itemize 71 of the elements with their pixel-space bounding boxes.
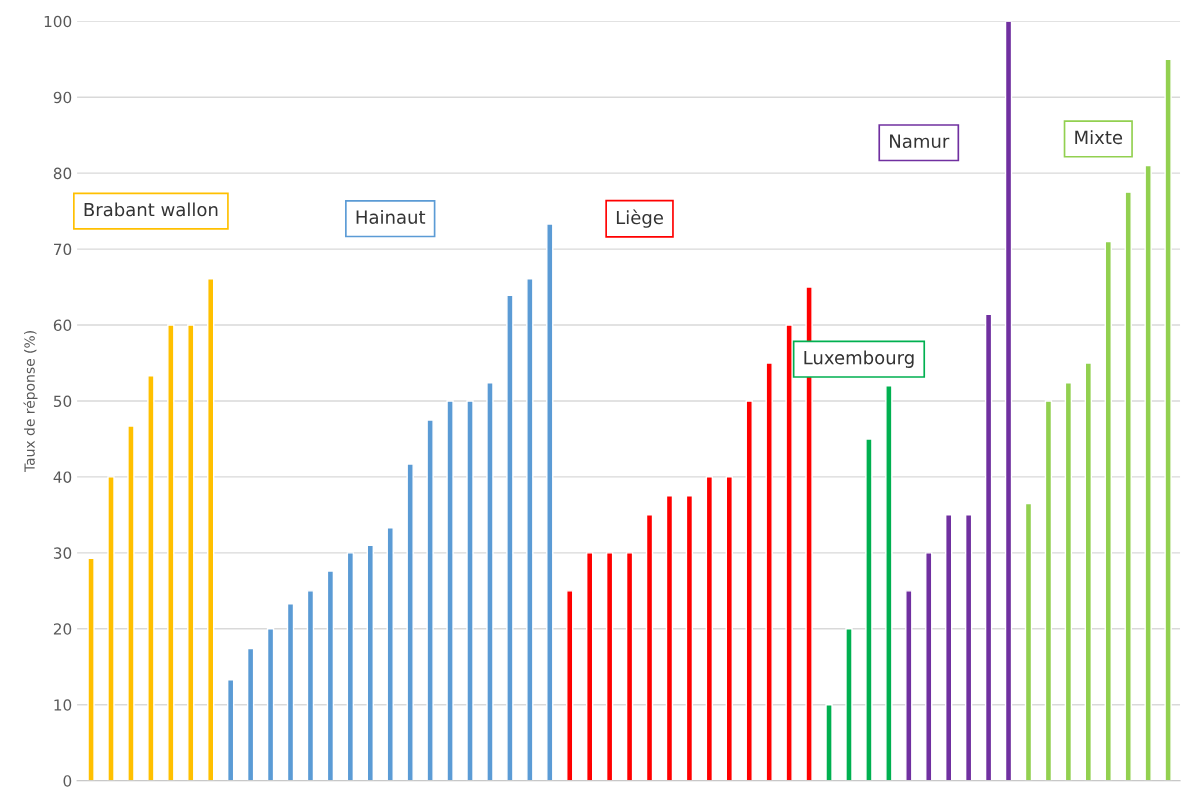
bar [526, 278, 534, 781]
bar [625, 552, 634, 781]
bar [1004, 21, 1013, 781]
bar [725, 476, 733, 781]
y-tick-label: 60 [53, 319, 72, 332]
bar [566, 590, 574, 781]
bar [87, 557, 95, 781]
bar [1104, 240, 1112, 781]
bar [1124, 191, 1132, 781]
bar [346, 552, 355, 781]
bar [167, 324, 175, 781]
bar [645, 514, 654, 781]
bar [306, 590, 315, 781]
y-tick-label: 70 [54, 243, 72, 256]
bar [107, 476, 115, 781]
bar [685, 495, 694, 781]
bar [446, 400, 454, 781]
bar [984, 313, 993, 781]
bar [964, 514, 973, 781]
bar [945, 514, 953, 781]
text: Brabant wallon [84, 202, 218, 217]
text: Namur [890, 134, 950, 148]
bar [1064, 382, 1073, 781]
bar [147, 375, 155, 781]
bar [326, 570, 335, 781]
bar [605, 552, 614, 781]
y-tick-label: 50 [53, 395, 72, 407]
bar [366, 544, 374, 781]
bar [486, 382, 494, 781]
y-tick-label: 40 [53, 471, 72, 483]
bar [286, 603, 295, 781]
y-tick-label: 80 [53, 167, 72, 180]
bar [1024, 502, 1033, 781]
text: Liège [616, 209, 663, 228]
text: Hainaut [356, 209, 426, 224]
bar [226, 679, 235, 781]
bar [905, 590, 913, 781]
y-tick-label: 90 [53, 91, 72, 104]
bar [1144, 164, 1152, 781]
bar [1084, 362, 1093, 781]
bar [546, 223, 554, 781]
bar [745, 400, 753, 781]
bar [585, 552, 594, 781]
bar [1044, 400, 1053, 781]
bar [1164, 58, 1172, 781]
y-axis-title: Taux de réponse (%) [23, 331, 38, 473]
bar [765, 362, 773, 781]
bar [266, 628, 275, 781]
bar [825, 704, 833, 781]
bar [386, 527, 394, 781]
bar [705, 476, 714, 781]
bar [506, 294, 514, 781]
bar [466, 400, 474, 781]
series-label: Mixte [1075, 130, 1123, 145]
bar [207, 278, 215, 781]
y-tick-label: 30 [53, 547, 72, 559]
bar [845, 628, 853, 781]
series-label: Luxembourg [804, 350, 914, 368]
bar [925, 552, 933, 781]
y-tick-label: 0 [63, 775, 72, 787]
bar [406, 463, 414, 781]
bar [665, 495, 674, 781]
y-tick-label: 100 [44, 15, 72, 28]
bar [246, 647, 255, 781]
bar [426, 419, 434, 781]
bar [865, 438, 873, 781]
bar [187, 324, 195, 781]
bar [127, 425, 135, 781]
y-tick-label: 10 [54, 699, 72, 711]
bar [885, 385, 893, 781]
y-tick-label: 20 [53, 623, 72, 635]
